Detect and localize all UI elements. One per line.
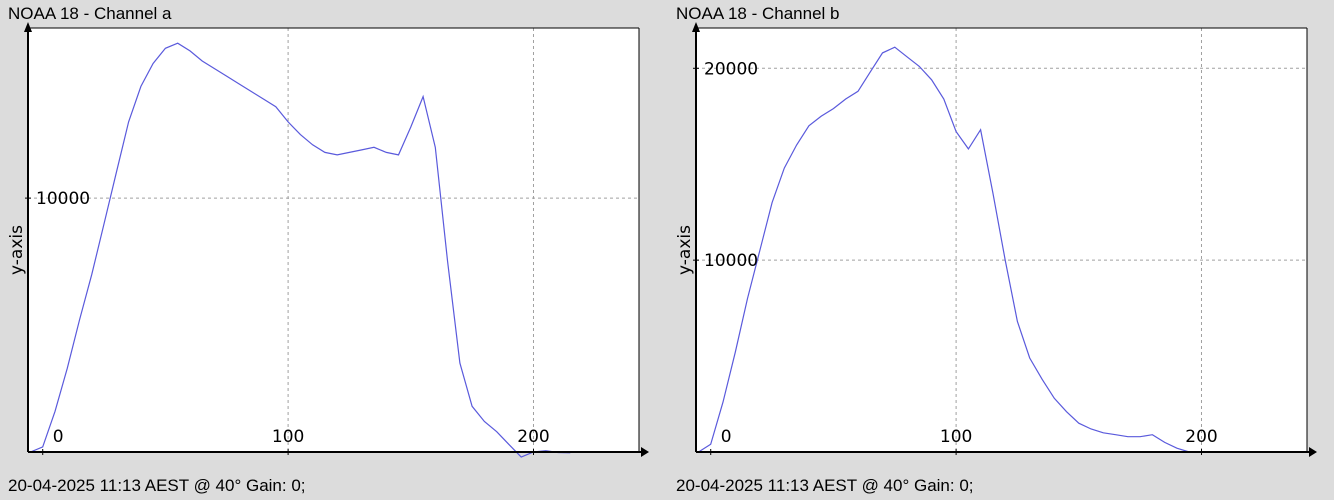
- chart-a-footer: 20-04-2025 11:13 AEST @ 40° Gain: 0;: [8, 476, 306, 495]
- chart-b-y-tick-label-20000: 20000: [704, 59, 758, 79]
- chart-b-footer: 20-04-2025 11:13 AEST @ 40° Gain: 0;: [676, 476, 974, 495]
- chart-b-y-axis-label: y-axis: [675, 225, 695, 275]
- chart-b-y-axis-arrow: [692, 22, 700, 32]
- chart-b-series-line: [698, 46, 1202, 453]
- chart-a-y-axis-arrow: [24, 22, 32, 32]
- chart-b-x-tick-label-100: 100: [940, 427, 972, 447]
- chart-a-y-tick-label-10000: 10000: [36, 189, 90, 209]
- chart-a-title: NOAA 18 - Channel a: [8, 4, 172, 23]
- chart-a-plot: 0 100 200 10000 y-axis: [7, 22, 649, 458]
- chart-b-x-tick-label-200: 200: [1185, 427, 1217, 447]
- chart-a-y-axis-label: y-axis: [7, 225, 27, 275]
- chart-b-plot: 0 100 200 10000 20000 y-axis: [675, 22, 1317, 457]
- chart-a-x-tick-label-100: 100: [272, 427, 304, 447]
- chart-a-x-tick-label-0: 0: [53, 427, 64, 447]
- chart-a-x-tick-label-200: 200: [517, 427, 549, 447]
- chart-a-plot-background: [28, 28, 639, 452]
- chart-a-series-line: [30, 42, 571, 458]
- chart-b-title: NOAA 18 - Channel b: [676, 4, 840, 23]
- chart-b-x-axis-arrow: [1309, 447, 1317, 457]
- chart-a-x-axis-arrow: [641, 447, 649, 457]
- chart-b-y-tick-label-10000: 10000: [704, 251, 758, 271]
- chart-b-x-tick-label-0: 0: [721, 427, 732, 447]
